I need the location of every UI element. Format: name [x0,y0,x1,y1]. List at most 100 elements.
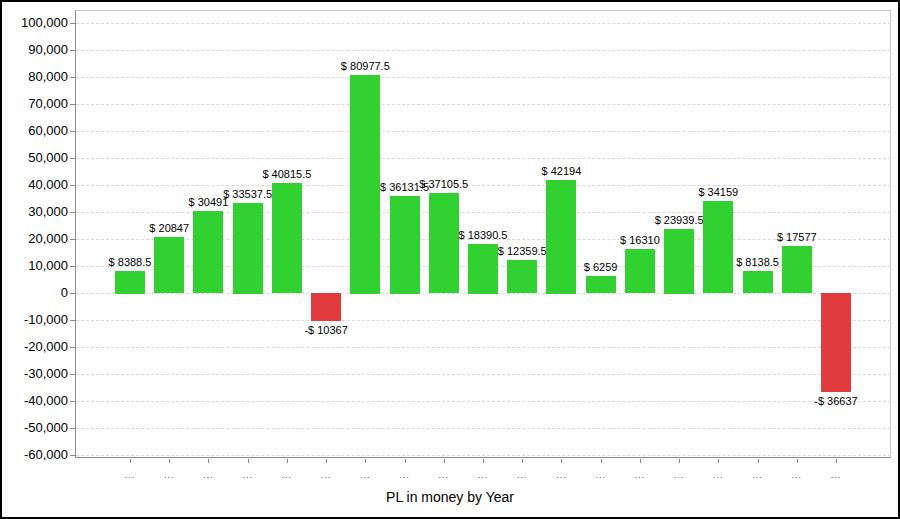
x-axis-tick-label: ... [595,470,606,480]
x-axis-tick-label: ... [713,470,724,480]
gridline [76,455,891,456]
x-axis-tick-label: ... [360,470,371,480]
x-axis-tick [483,459,484,463]
x-axis-tick [365,459,366,463]
x-axis-tick-label: ... [556,470,567,480]
y-axis-tick [70,347,75,348]
y-axis-tick-label: -20,000 [10,340,68,354]
gridline [76,347,891,348]
y-axis-tick-label: 70,000 [10,97,68,111]
x-axis-tick-label: ... [164,470,175,480]
y-axis-tick [70,320,75,321]
x-axis-tick-label: ... [478,470,489,480]
x-axis-tick [797,459,798,463]
x-axis-tick [208,459,209,463]
bar-value-label: $ 8138.5 [736,256,779,268]
x-axis-tick [130,459,131,463]
y-axis-tick-label: 80,000 [10,70,68,84]
y-axis-tick [70,266,75,267]
bar [311,293,341,321]
x-axis-tick [640,459,641,463]
x-axis-tick [287,459,288,463]
gridline [76,131,891,132]
bar [546,180,576,294]
bar-value-label: $ 8388.5 [109,256,152,268]
y-axis-tick-label: 20,000 [10,232,68,246]
bar [115,271,145,294]
y-axis-tick [70,428,75,429]
gridline [76,23,891,24]
x-axis-tick [679,459,680,463]
x-axis-tick-label: ... [439,470,450,480]
bar [390,196,420,294]
bar [429,193,459,293]
bar-value-label: $ 23939.5 [655,214,704,226]
x-axis-tick-label: ... [831,470,842,480]
y-axis-tick-label: -50,000 [10,421,68,435]
y-axis-tick [70,185,75,186]
gridline [76,428,891,429]
x-axis-tick-label: ... [752,470,763,480]
bar-value-label: $ 42194 [542,165,582,177]
bar [782,246,812,293]
gridline [76,50,891,51]
bar [586,276,616,293]
x-axis-tick-label: ... [242,470,253,480]
y-axis-tick [70,131,75,132]
bar [272,183,302,293]
bar-value-label: $ 17577 [777,231,817,243]
x-axis-tick-label: ... [203,470,214,480]
x-axis-tick [718,459,719,463]
y-axis-tick [70,77,75,78]
bar-value-label: -$ 36637 [814,395,857,407]
bar-value-label: $ 80977.5 [341,60,390,72]
x-axis-tick-label: ... [792,470,803,480]
y-axis-tick-label: 0 [10,286,68,300]
gridline [76,374,891,375]
bar [350,75,380,294]
x-axis-tick [248,459,249,463]
y-axis-tick-label: 30,000 [10,205,68,219]
y-axis-tick [70,23,75,24]
x-axis-tick [601,459,602,463]
bar-value-label: $ 18390.5 [459,229,508,241]
y-axis-tick-label: -60,000 [10,448,68,462]
y-axis-tick [70,158,75,159]
bar-value-label: $ 6259 [584,261,618,273]
bar [664,229,694,294]
y-axis-tick [70,293,75,294]
bar [821,293,851,392]
bar [507,260,537,293]
x-axis-tick [758,459,759,463]
bar-value-label: $ 20847 [149,222,189,234]
x-axis-tick-label: ... [282,470,293,480]
x-axis-tick-label: ... [517,470,528,480]
bar [154,237,184,293]
gridline [76,158,891,159]
y-axis-tick-label: 90,000 [10,43,68,57]
bar-value-label: $ 33537.5 [223,188,272,200]
x-axis-tick [169,459,170,463]
gridline [76,401,891,402]
x-axis-tick-label: ... [321,470,332,480]
bar-value-label: $ 16310 [620,234,660,246]
x-axis-tick [444,459,445,463]
y-axis-tick [70,239,75,240]
bar [233,203,263,294]
x-axis-tick [561,459,562,463]
bar-value-label: $ 12359.5 [498,245,547,257]
bar-value-label: $ 37105.5 [419,178,468,190]
y-axis-tick-label: -40,000 [10,394,68,408]
x-axis-tick-label: ... [674,470,685,480]
bar [193,211,223,293]
bar [703,201,733,293]
x-axis-tick [326,459,327,463]
y-axis-tick [70,374,75,375]
y-axis-tick [70,212,75,213]
y-axis-tick-label: 50,000 [10,151,68,165]
gridline [76,320,891,321]
y-axis-tick [70,104,75,105]
x-axis-tick [405,459,406,463]
y-axis-tick-label: 40,000 [10,178,68,192]
x-axis-tick-label: ... [399,470,410,480]
